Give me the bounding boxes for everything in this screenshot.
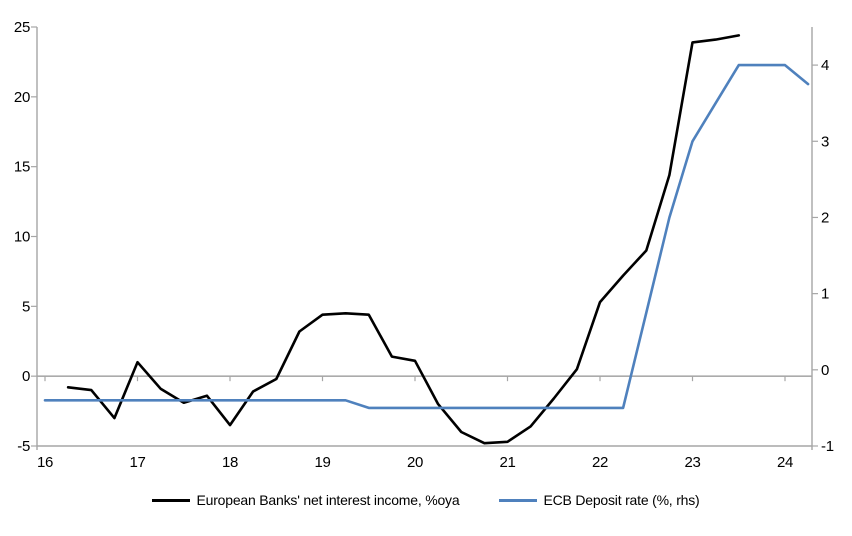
left-axis-tick-label: 5 [22,298,30,315]
right-axis-tick-label: 4 [821,57,829,74]
legend: European Banks' net interest income, %oy… [0,488,852,512]
black-line-swatch-icon [152,498,191,502]
left-axis-tick-label: 20 [14,89,30,106]
right-axis-tick-label: -1 [821,438,834,455]
x-axis-tick-label: 20 [407,454,423,471]
left-axis-tick-label: 15 [14,159,30,176]
x-axis-tick-label: 23 [684,454,700,471]
legend-label-ecb-deposit-rate: ECB Deposit rate (%, rhs) [543,492,700,508]
ecb-deposit-rate-line [43,63,810,410]
net-interest-income-line [66,34,741,445]
x-axis-tick-label: 18 [222,454,238,471]
right-axis-tick-label: 1 [821,286,829,303]
left-axis-tick-label: 0 [22,368,30,385]
legend-label-net-interest-income: European Banks' net interest income, %oy… [196,492,460,508]
x-axis-tick-label: 16 [37,454,53,471]
right-axis-tick-label: 2 [821,209,829,226]
x-axis-tick-label: 22 [592,454,608,471]
x-axis-tick-label: 24 [777,454,793,471]
blue-line-swatch-icon [499,498,538,502]
right-axis-tick-label: 3 [821,133,829,150]
left-axis-tick-label: 10 [14,229,30,246]
x-axis-tick-label: 19 [314,454,330,471]
x-axis-tick-label: 21 [499,454,515,471]
right-axis-tick-label: 0 [821,362,829,379]
left-axis-tick-label: 25 [14,19,30,36]
x-axis-tick-label: 17 [129,454,145,471]
legend-item-net-interest-income: European Banks' net interest income, %oy… [152,492,460,508]
legend-item-ecb-deposit-rate: ECB Deposit rate (%, rhs) [499,492,700,508]
left-axis-tick-label: -5 [17,438,30,455]
